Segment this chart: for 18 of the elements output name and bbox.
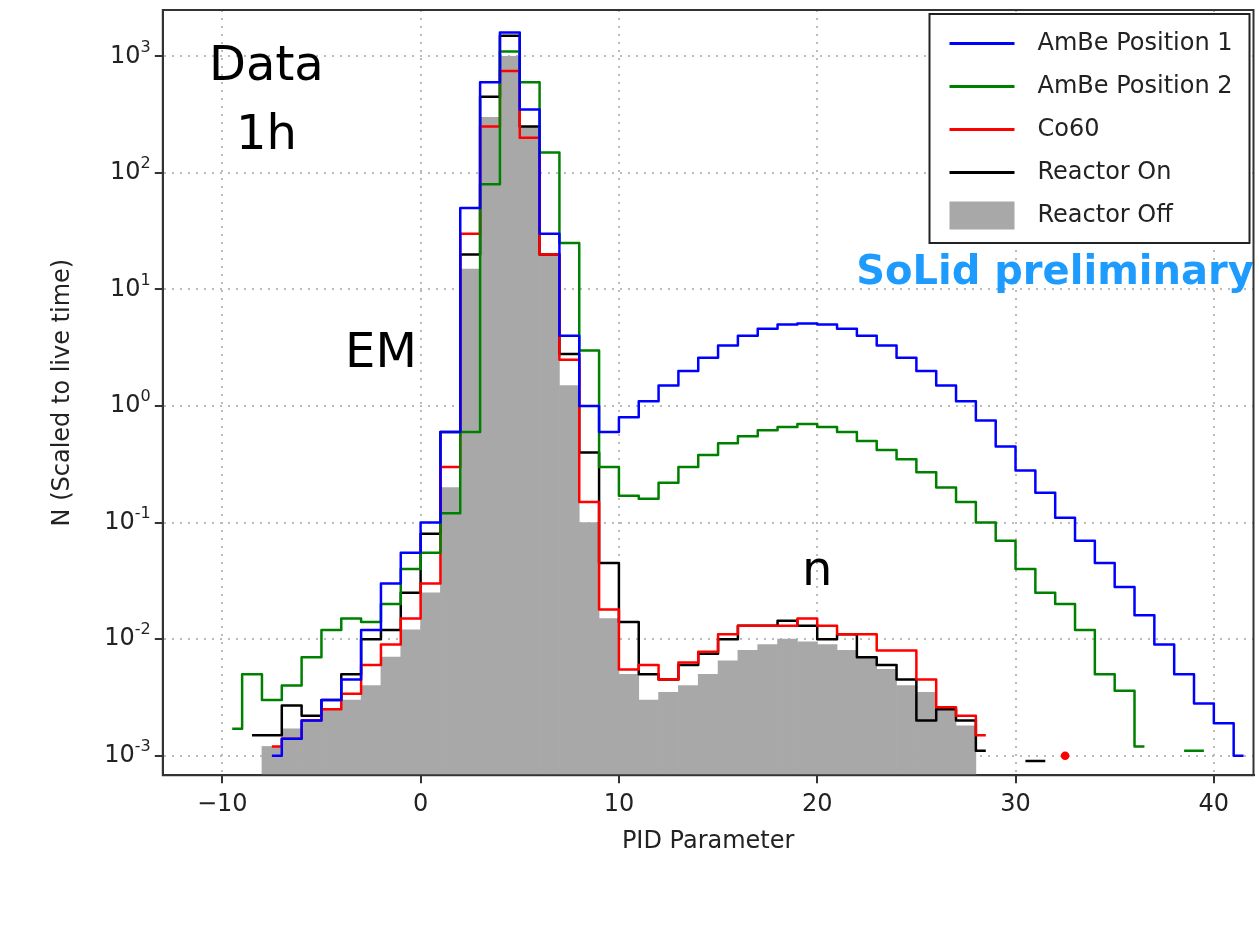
x-tick-label: −10 bbox=[196, 789, 248, 818]
annotation: SoLid preliminary bbox=[856, 247, 1254, 294]
x-tick-label: 10 bbox=[603, 789, 635, 818]
x-tick-label: 30 bbox=[1000, 789, 1031, 818]
annotation: n bbox=[802, 539, 833, 596]
x-tick-label: 40 bbox=[1198, 789, 1230, 818]
legend-label: Reactor Off bbox=[1037, 199, 1174, 228]
x-tick-label: 20 bbox=[801, 789, 833, 818]
y-axis-title: N (Scaled to live time) bbox=[46, 258, 75, 527]
legend-label: Co60 bbox=[1037, 113, 1100, 142]
x-tick-label: 0 bbox=[412, 789, 429, 818]
legend-label: AmBe Position 2 bbox=[1037, 70, 1233, 99]
annotation: Data bbox=[209, 34, 324, 91]
legend-label: Reactor On bbox=[1037, 156, 1172, 185]
annotation: EM bbox=[345, 321, 417, 378]
annotation: 1h bbox=[235, 103, 297, 160]
legend-label: AmBe Position 1 bbox=[1037, 27, 1233, 56]
x-axis-title: PID Parameter bbox=[621, 825, 795, 854]
